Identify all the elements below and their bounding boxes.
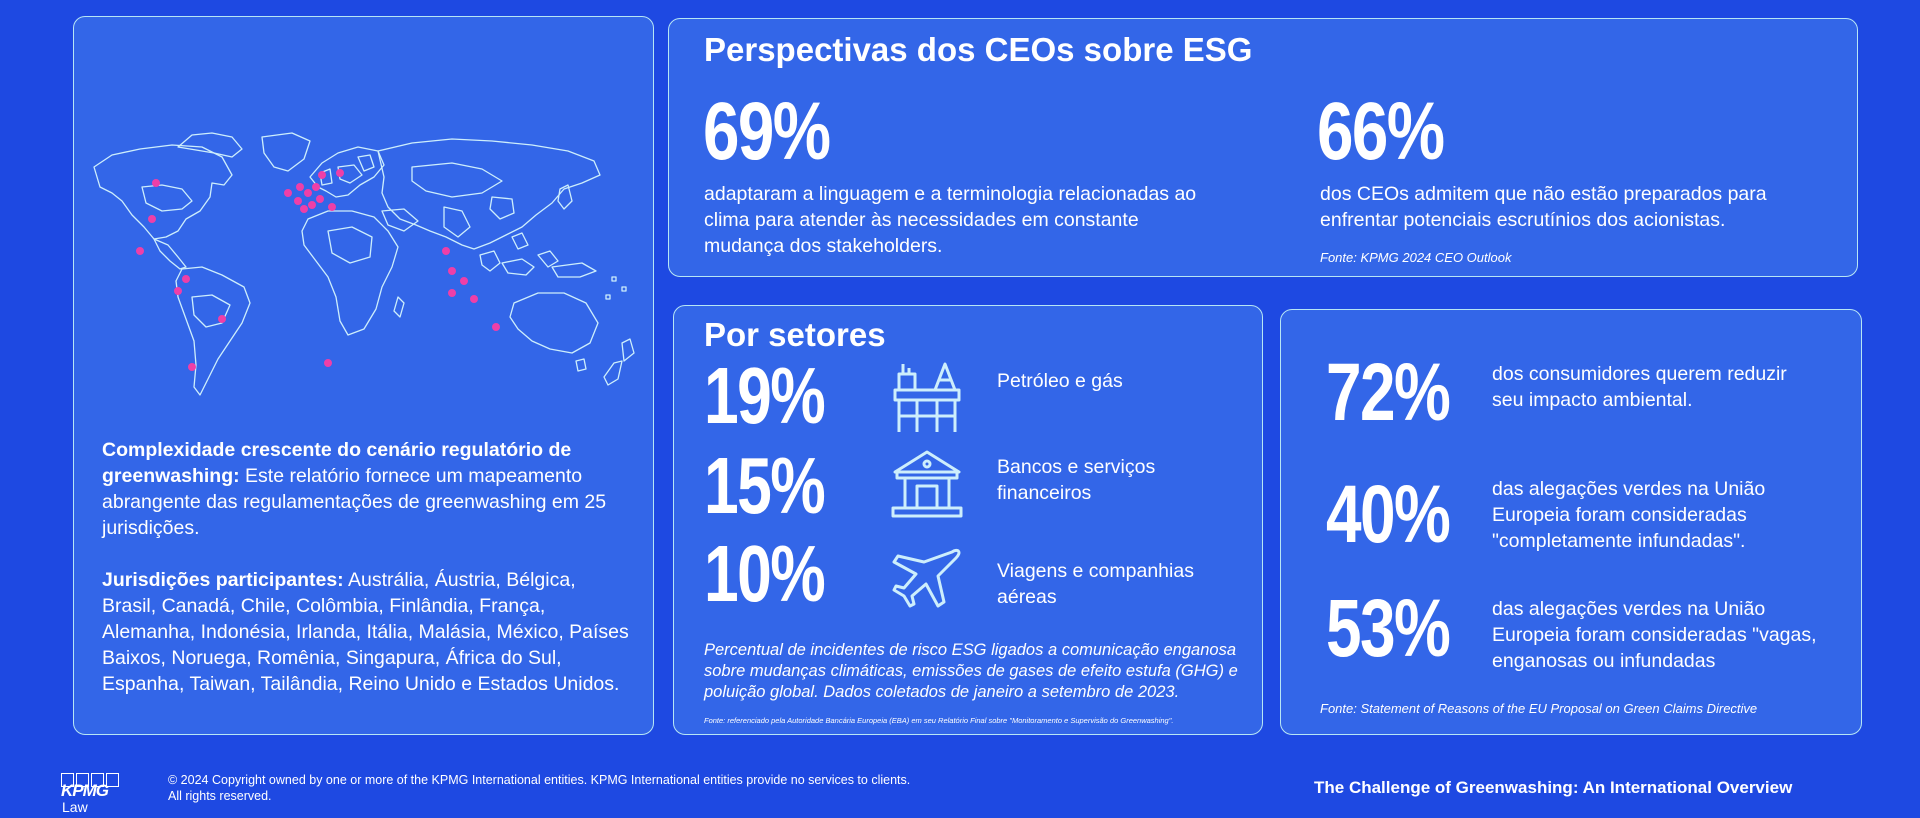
sector-oil-value: 19% xyxy=(704,351,826,440)
ceo-perspectives-panel: Perspectivas dos CEOs sobre ESG 69% adap… xyxy=(668,18,1858,277)
copyright-line-1: © 2024 Copyright owned by one or more of… xyxy=(168,773,911,787)
sector-banks-label: Bancos e serviços financeiros xyxy=(997,456,1156,504)
stat-66-value: 66% xyxy=(1317,86,1445,177)
airplane-icon xyxy=(892,548,961,608)
jurisdiction-markers xyxy=(136,169,500,371)
stat-72-text: dos consumidores querem reduzir seu impa… xyxy=(1492,363,1787,411)
sectors-panel-title: Por setores xyxy=(704,316,886,353)
stat-53-text: das alegações verdes na União Europeia f… xyxy=(1492,598,1817,672)
stat-66-text: dos CEOs admitem que não estão preparado… xyxy=(1320,183,1767,231)
sector-travel-value: 10% xyxy=(704,529,826,618)
consumers-panel: 72% dos consumidores querem reduzir seu … xyxy=(1280,309,1862,735)
bank-icon xyxy=(891,450,963,518)
jurisdictions-heading: Jurisdições participantes: xyxy=(102,569,344,591)
sector-banks-value: 15% xyxy=(704,441,826,530)
jurisdictions-paragraph: Jurisdições participantes: Austrália, Áu… xyxy=(102,567,632,697)
sectors-panel: Por setores 19% Petróleo e gás 15% xyxy=(673,305,1263,735)
kpmg-logo: KPMG Law xyxy=(61,773,119,815)
stat-40-text: das alegações verdes na União Europeia f… xyxy=(1492,478,1766,552)
sector-oil-label: Petróleo e gás xyxy=(997,370,1123,392)
ceo-panel-title: Perspectivas dos CEOs sobre ESG xyxy=(704,31,1253,68)
stat-69-text: adaptaram a linguagem e a terminologia r… xyxy=(704,183,1197,257)
complexity-heading: Complexidade crescente do cenário regula… xyxy=(102,439,572,487)
complexity-text: Este relatório fornece um mapeamento abr… xyxy=(102,465,607,539)
stat-53-value: 53% xyxy=(1326,583,1451,674)
stat-40-value: 40% xyxy=(1326,469,1451,560)
logo-wordmark: KPMG xyxy=(61,781,109,800)
world-map xyxy=(93,132,635,396)
stat-69-value: 69% xyxy=(703,86,831,177)
map-panel: Complexidade crescente do cenário regula… xyxy=(73,16,654,735)
oil-rig-icon xyxy=(893,362,961,432)
report-title: The Challenge of Greenwashing: An Intern… xyxy=(1314,778,1793,797)
map-description: Complexidade crescente do cenário regula… xyxy=(102,437,632,723)
sector-travel-label: Viagens e companhias aéreas xyxy=(997,560,1194,608)
complexity-paragraph: Complexidade crescente do cenário regula… xyxy=(102,437,632,541)
consumers-source: Fonte: Statement of Reasons of the EU Pr… xyxy=(1320,701,1758,716)
sectors-source: Fonte: referenciado pela Autoridade Banc… xyxy=(704,716,1174,725)
stat-72-value: 72% xyxy=(1326,347,1451,438)
logo-boxes xyxy=(61,773,119,787)
ceo-source: Fonte: KPMG 2024 CEO Outlook xyxy=(1320,250,1512,265)
copyright-line-2: All rights reserved. xyxy=(168,789,272,803)
jurisdictions-list: Austrália, Áustria, Bélgica, Brasil, Can… xyxy=(102,569,629,695)
logo-subtext: Law xyxy=(62,799,88,815)
copyright-notice: © 2024 Copyright owned by one or more of… xyxy=(168,772,910,804)
sectors-note: Percentual de incidentes de risco ESG li… xyxy=(704,641,1238,701)
